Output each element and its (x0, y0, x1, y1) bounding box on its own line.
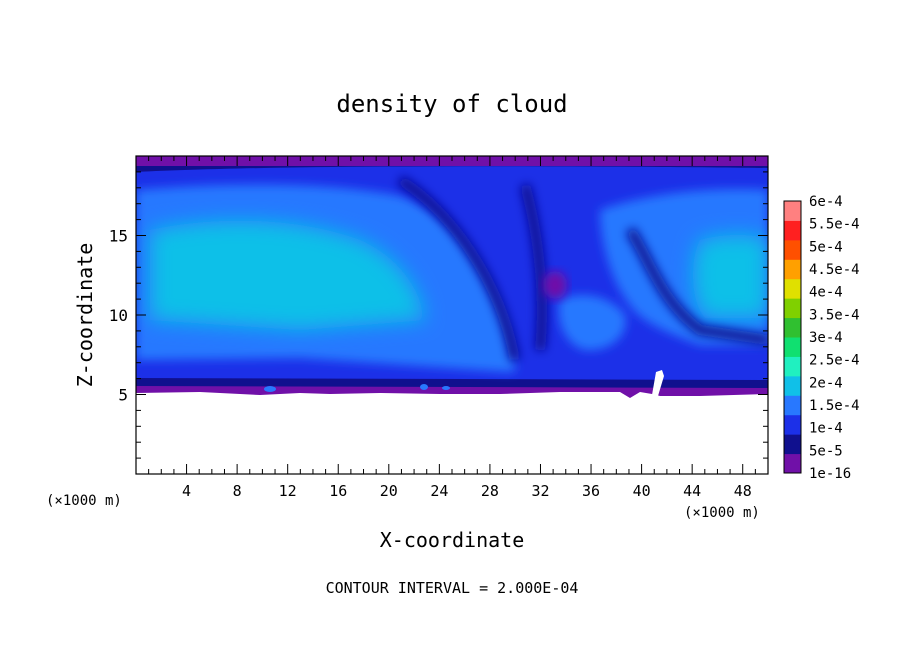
cloud-core-cyan-right (693, 235, 768, 318)
y-tick-label: 10 (109, 306, 128, 325)
x-tick-label: 20 (380, 482, 398, 500)
x-tick-label: 44 (683, 482, 701, 500)
x-tick-label: 36 (582, 482, 600, 500)
colorbar-label: 5e-4 (809, 239, 843, 255)
x-unit-right: (×1000 m) (684, 505, 760, 521)
colorbar-label: 3e-4 (809, 330, 843, 346)
plot-area (135, 155, 769, 475)
chart-title: density of cloud (336, 90, 567, 118)
colorbar-swatch (784, 337, 801, 357)
colorbar-label: 6e-4 (809, 194, 843, 210)
colorbar-swatch (784, 298, 801, 319)
base-spot-2 (420, 384, 428, 390)
y-tick-label: 5 (118, 386, 128, 405)
colorbar-swatch (784, 201, 801, 221)
x-axis-label: X-coordinate (380, 528, 525, 552)
colorbar: 1e-16 5e-5 1e-4 1.5e-4 2e-4 2.5e-4 3e-4 3.5e-4 4… (783, 194, 860, 482)
purple-patch (543, 271, 567, 299)
x-tick-label: 48 (734, 482, 752, 500)
colorbar-swatch (784, 278, 801, 299)
colorbar-label: 1.5e-4 (809, 398, 860, 414)
streak-2 (520, 183, 547, 351)
base-spot-1 (264, 386, 276, 392)
x-axis: 4 8 12 16 20 24 28 32 36 40 44 48 (148, 156, 756, 500)
colorbar-label: 1e-16 (809, 466, 851, 482)
colorbar-swatch (784, 414, 801, 435)
colorbar-label: 5e-5 (809, 443, 843, 459)
colorbar-swatch (784, 395, 801, 416)
x-tick-label: 24 (430, 482, 448, 500)
colorbar-label: 4e-4 (809, 285, 843, 301)
colorbar-label: 4.5e-4 (809, 262, 860, 278)
colorbar-label: 3.5e-4 (809, 307, 860, 323)
colorbar-label: 2.5e-4 (809, 353, 860, 369)
cloud-layer-midblue-center (558, 295, 626, 351)
colorbar-swatch (784, 434, 801, 455)
cloud-field (136, 156, 768, 398)
x-tick-label: 16 (329, 482, 347, 500)
colorbar-swatch (784, 259, 801, 280)
colorbar-swatch (784, 375, 801, 396)
contour-interval: CONTOUR INTERVAL = 2.000E-04 (326, 579, 579, 597)
colorbar-frame (783, 200, 802, 474)
colorbar-label: 2e-4 (809, 375, 843, 391)
streak-3 (625, 227, 768, 345)
white-notch (652, 370, 664, 396)
x-tick-label: 40 (633, 482, 651, 500)
y-axis: 5 10 15 (109, 171, 768, 459)
colorbar-label: 5.5e-4 (809, 217, 860, 233)
x-tick-label: 8 (233, 482, 242, 500)
streak-1 (397, 175, 520, 361)
x-tick-label: 28 (481, 482, 499, 500)
x-tick-label: 4 (182, 482, 191, 500)
x-tick-label: 12 (279, 482, 297, 500)
base-spot-3 (442, 386, 450, 390)
colorbar-swatch (784, 453, 801, 474)
cloud-core-cyan (150, 220, 425, 330)
x-tick-label: 32 (531, 482, 549, 500)
y-axis-label: Z-coordinate (73, 243, 97, 388)
y-tick-label: 15 (109, 227, 128, 246)
x-unit-left: (×1000 m) (46, 493, 122, 509)
colorbar-label: 1e-4 (809, 421, 843, 437)
colorbar-swatch (784, 356, 801, 377)
colorbar-swatch (784, 239, 801, 260)
colorbar-swatch (784, 317, 801, 338)
colorbar-swatch (784, 220, 801, 241)
